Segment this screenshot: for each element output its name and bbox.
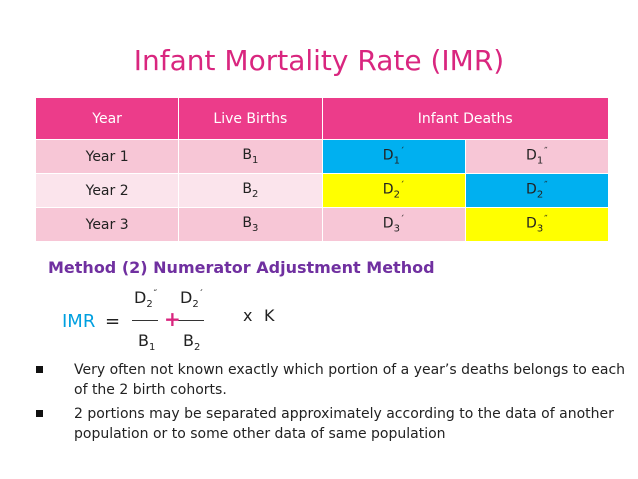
imr-table: Year Live Births Infant Deaths Year 1 B1…	[34, 97, 610, 242]
bullet-item: Very often not known exactly which porti…	[36, 360, 626, 400]
table-row: Year 3 B3 D3´ D3˝	[34, 207, 610, 242]
formula-times: x	[243, 306, 253, 325]
year-cell: Year 3	[34, 207, 180, 242]
deaths-second-cell: D3˝	[464, 207, 610, 242]
deaths-first-cell: D2´	[321, 173, 466, 208]
formula-imr-label: IMR	[62, 311, 96, 332]
table-header-row: Year Live Births Infant Deaths	[34, 97, 609, 140]
table-row: Year 1 B1 D1´ D1˝	[34, 139, 610, 174]
formula-denominator-2: B2	[183, 331, 201, 354]
header-year: Year	[34, 97, 180, 140]
slide-title: Infant Mortality Rate (IMR)	[133, 44, 505, 77]
fraction-bar-2	[178, 320, 204, 321]
header-live-births: Live Births	[178, 97, 323, 140]
births-cell: B1	[178, 139, 323, 174]
header-infant-deaths: Infant Deaths	[321, 97, 609, 140]
formula-denominator-1: B1	[138, 331, 156, 354]
method-heading: Method (2) Numerator Adjustment Method	[48, 258, 435, 277]
bullet-text: 2 portions may be separated approximatel…	[74, 406, 614, 442]
table-row: Year 2 B2 D2´ D2˝	[34, 173, 610, 208]
deaths-first-cell: D3´	[321, 207, 466, 242]
formula-numerator-1: D2˝	[134, 288, 158, 311]
bullet-text: Very often not known exactly which porti…	[74, 362, 626, 398]
births-cell: B2	[178, 173, 323, 208]
square-bullet-icon	[36, 410, 43, 417]
plus-icon: +	[164, 307, 181, 331]
deaths-first-cell: D1´	[321, 139, 466, 174]
year-cell: Year 1	[34, 139, 180, 174]
deaths-second-cell: D2˝	[464, 173, 610, 208]
bullet-list: Very often not known exactly which porti…	[36, 360, 626, 448]
deaths-second-cell: D1˝	[464, 139, 610, 174]
bullet-item: 2 portions may be separated approximatel…	[36, 404, 626, 444]
square-bullet-icon	[36, 366, 43, 373]
formula-numerator-2: D2´	[180, 288, 204, 311]
year-cell: Year 2	[34, 173, 180, 208]
formula-k: K	[264, 306, 275, 325]
births-cell: B3	[178, 207, 323, 242]
fraction-bar-1	[132, 320, 158, 321]
formula-equals: =	[105, 311, 121, 332]
